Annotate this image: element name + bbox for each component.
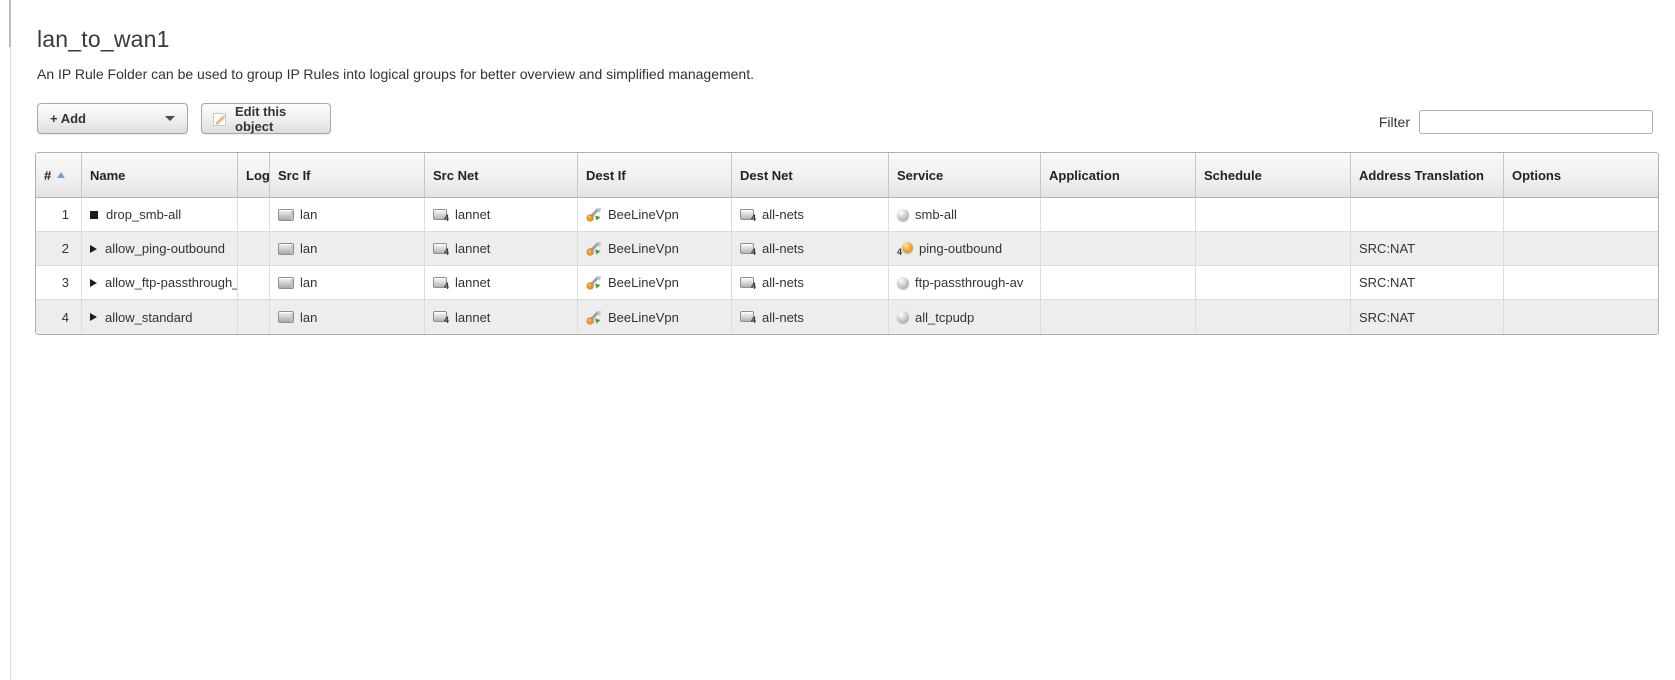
sort-ascending-icon bbox=[57, 172, 66, 178]
add-button[interactable]: + Add bbox=[37, 103, 188, 134]
column-header-src-net[interactable]: Src Net bbox=[425, 153, 578, 198]
address-translation-cell: SRC:NAT bbox=[1359, 241, 1416, 256]
column-header-schedule[interactable]: Schedule bbox=[1196, 153, 1351, 198]
ping-service-icon: 4 bbox=[897, 241, 914, 256]
address-translation-cell: SRC:NAT bbox=[1359, 275, 1416, 290]
src-if-value[interactable]: lan bbox=[300, 241, 318, 256]
column-header-name[interactable]: Name bbox=[82, 153, 238, 198]
ethernet-interface-icon bbox=[278, 208, 294, 221]
rule-name[interactable]: allow_standard bbox=[105, 309, 193, 325]
rule-index: 3 bbox=[61, 275, 69, 290]
edit-pencil-icon bbox=[212, 111, 228, 127]
allow-action-icon bbox=[90, 278, 97, 287]
drop-action-icon bbox=[90, 210, 98, 219]
table-row[interactable]: 3 allow_ftp-passthrough_ lan 4 lannet bbox=[36, 266, 1658, 300]
column-header-service[interactable]: Service bbox=[889, 153, 1041, 198]
rule-index: 4 bbox=[61, 309, 69, 325]
column-header-dest-net[interactable]: Dest Net bbox=[732, 153, 889, 198]
ethernet-interface-icon bbox=[278, 242, 294, 255]
ipv4-network-icon: 4 bbox=[433, 276, 449, 290]
address-translation-cell: SRC:NAT bbox=[1359, 309, 1416, 325]
column-header-dest-if[interactable]: Dest If bbox=[578, 153, 732, 198]
edit-this-object-button[interactable]: Edit this object bbox=[201, 103, 331, 134]
table-header-row: # Name Log Src If Src Net Dest If Dest N… bbox=[36, 153, 1658, 198]
table-row[interactable]: 1 drop_smb-all lan 4 lannet bbox=[36, 198, 1658, 232]
edit-button-label: Edit this object bbox=[235, 103, 287, 134]
service-value[interactable]: smb-all bbox=[915, 207, 957, 222]
src-if-value[interactable]: lan bbox=[300, 309, 318, 325]
allow-action-icon bbox=[90, 313, 97, 321]
dest-if-value[interactable]: BeeLineVpn bbox=[608, 207, 679, 222]
table-row[interactable]: 2 allow_ping-outbound lan 4 lannet bbox=[36, 232, 1658, 266]
filter-label: Filter bbox=[1378, 114, 1410, 130]
dest-if-value[interactable]: BeeLineVpn bbox=[608, 309, 679, 325]
rule-index: 2 bbox=[61, 241, 69, 256]
src-net-value[interactable]: lannet bbox=[455, 207, 491, 222]
rule-name[interactable]: allow_ftp-passthrough_ bbox=[105, 275, 238, 290]
chevron-down-icon bbox=[165, 116, 175, 121]
dest-net-value[interactable]: all-nets bbox=[762, 275, 804, 290]
service-icon bbox=[897, 276, 909, 289]
ipv4-network-icon: 4 bbox=[433, 208, 449, 222]
add-button-label: + Add bbox=[50, 111, 86, 126]
frame-splitter[interactable] bbox=[10, 0, 11, 680]
ipsec-interface-icon bbox=[586, 275, 602, 290]
dest-net-value[interactable]: all-nets bbox=[762, 207, 804, 222]
dest-net-value[interactable]: all-nets bbox=[762, 309, 804, 325]
ethernet-interface-icon bbox=[278, 311, 294, 323]
column-header-application[interactable]: Application bbox=[1041, 153, 1196, 198]
page-title: lan_to_wan1 bbox=[37, 26, 170, 52]
dest-net-value[interactable]: all-nets bbox=[762, 241, 804, 256]
rule-index: 1 bbox=[61, 207, 69, 222]
dest-if-value[interactable]: BeeLineVpn bbox=[608, 241, 679, 256]
rule-name[interactable]: allow_ping-outbound bbox=[105, 241, 225, 256]
allow-action-icon bbox=[90, 244, 97, 253]
service-icon bbox=[897, 311, 909, 323]
column-header-index[interactable]: # bbox=[36, 153, 82, 198]
ipv4-network-icon: 4 bbox=[740, 276, 756, 290]
src-net-value[interactable]: lannet bbox=[455, 241, 491, 256]
column-header-src-if[interactable]: Src If bbox=[270, 153, 425, 198]
service-icon bbox=[897, 208, 909, 221]
table-row[interactable]: 4 allow_standard lan 4 lannet bbox=[36, 300, 1658, 334]
src-net-value[interactable]: lannet bbox=[455, 275, 491, 290]
ipv4-network-icon: 4 bbox=[740, 208, 756, 222]
ipsec-interface-icon bbox=[586, 310, 602, 325]
column-header-address-translation[interactable]: Address Translation bbox=[1351, 153, 1504, 198]
src-if-value[interactable]: lan bbox=[300, 207, 318, 222]
ipv4-network-icon: 4 bbox=[433, 242, 449, 256]
ipv4-network-icon: 4 bbox=[740, 310, 756, 325]
splitter-handle[interactable] bbox=[9, 0, 11, 47]
service-value[interactable]: all_tcpudp bbox=[915, 309, 975, 325]
service-value[interactable]: ftp-passthrough-av bbox=[915, 275, 1024, 290]
ip-rules-table: # Name Log Src If Src Net Dest If Dest N… bbox=[35, 152, 1659, 335]
ipsec-interface-icon bbox=[586, 207, 602, 222]
src-if-value[interactable]: lan bbox=[300, 275, 318, 290]
service-value[interactable]: ping-outbound bbox=[919, 241, 1003, 256]
column-header-log[interactable]: Log bbox=[238, 153, 270, 198]
filter-input[interactable] bbox=[1419, 110, 1653, 134]
column-header-options[interactable]: Options bbox=[1504, 153, 1658, 198]
filter-group: Filter bbox=[1379, 110, 1653, 134]
page-description: An IP Rule Folder can be used to group I… bbox=[37, 66, 754, 82]
ipsec-interface-icon bbox=[586, 241, 602, 256]
ethernet-interface-icon bbox=[278, 276, 294, 289]
ipv4-network-icon: 4 bbox=[740, 242, 756, 256]
dest-if-value[interactable]: BeeLineVpn bbox=[608, 275, 679, 290]
src-net-value[interactable]: lannet bbox=[455, 309, 491, 325]
rule-name[interactable]: drop_smb-all bbox=[106, 207, 182, 222]
ipv4-network-icon: 4 bbox=[433, 310, 449, 325]
